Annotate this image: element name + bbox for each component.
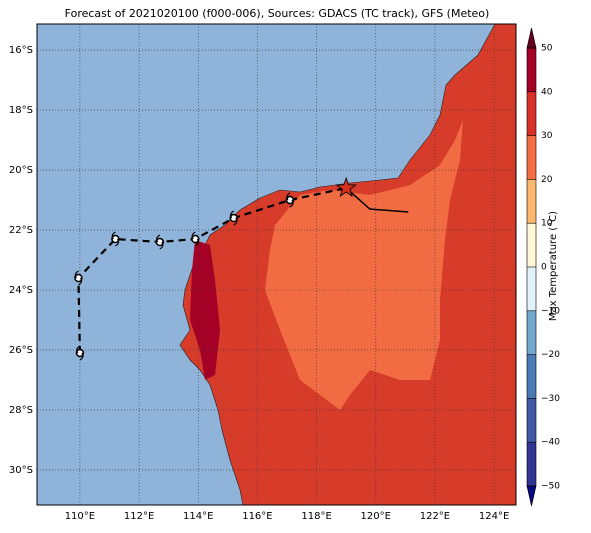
land-very-hot (190, 240, 220, 380)
y-tick-label: 20°S (9, 165, 33, 176)
x-tick-label: 114°E (183, 511, 213, 522)
y-tick-label: 30°S (9, 465, 33, 476)
x-tick-label: 116°E (242, 511, 272, 522)
colorbar-bin (527, 354, 536, 399)
land-warm (265, 120, 463, 410)
colorbar-bin (527, 179, 536, 224)
track-point (229, 213, 238, 223)
colorbar-tick-label: 0 (541, 263, 547, 273)
cyclone-arms (286, 192, 294, 208)
track-point (75, 348, 85, 358)
colorbar-bin (527, 398, 536, 443)
colorbar-bin (527, 223, 536, 267)
y-tick-label: 16°S (9, 45, 33, 56)
track-line (77, 186, 347, 353)
axes-frame (36, 23, 517, 506)
colorbar-tick-label: −30 (541, 394, 560, 404)
track-point (191, 234, 200, 244)
track-point (74, 273, 83, 283)
cyclone-arms (111, 231, 120, 247)
x-tick-label: 112°E (124, 511, 154, 522)
x-tick-label: 122°E (420, 511, 450, 522)
map-area (37, 24, 516, 505)
colorbar-bin (527, 91, 536, 136)
colorbar-extend-top (526, 27, 537, 49)
colorbar-bin (527, 267, 536, 311)
y-tick-label: 22°S (9, 225, 33, 236)
colorbar-tick-label: −20 (541, 350, 560, 360)
colorbar-tick-label: 40 (541, 87, 553, 97)
cyclone-arms (74, 270, 83, 286)
colorbar-tick-label: −40 (541, 438, 560, 448)
current-position (335, 176, 357, 198)
y-tick-label: 28°S (9, 405, 33, 416)
colorbar-label: Max Temperature (°C) (548, 211, 559, 321)
y-tick-label: 24°S (9, 285, 33, 296)
x-tick-label: 110°E (65, 511, 95, 522)
y-tick-label: 26°S (9, 345, 33, 356)
x-tick-label: 118°E (301, 511, 331, 522)
y-tick-label: 18°S (9, 105, 33, 116)
map-title: Forecast of 2021020100 (f000-006), Sourc… (65, 7, 490, 20)
colorbar-tick-label: 20 (541, 175, 553, 185)
colorbar-bin (527, 310, 536, 355)
colorbar-extend-bottom (526, 485, 537, 507)
colorbar-bin (527, 48, 536, 92)
x-tick-label: 124°E (479, 511, 509, 522)
colorbar-bin (527, 442, 536, 486)
track-point (285, 195, 295, 205)
colorbar-tick-label: 10 (541, 219, 553, 229)
track-point (155, 237, 165, 247)
track-point (111, 234, 120, 244)
colorbar-bin (527, 135, 536, 180)
colorbar-tick-label: 30 (541, 131, 553, 141)
colorbar-tick-label: −10 (541, 306, 560, 316)
cyclone-arms (76, 345, 84, 361)
cyclone-arms (191, 231, 200, 247)
x-tick-label: 120°E (361, 511, 391, 522)
colorbar-tick-label: 50 (541, 44, 553, 54)
forecast-track-line (345, 187, 409, 213)
cyclone-arms (156, 234, 164, 250)
colorbar-tick-label: −50 (541, 482, 560, 492)
cyclone-arms (230, 210, 238, 226)
